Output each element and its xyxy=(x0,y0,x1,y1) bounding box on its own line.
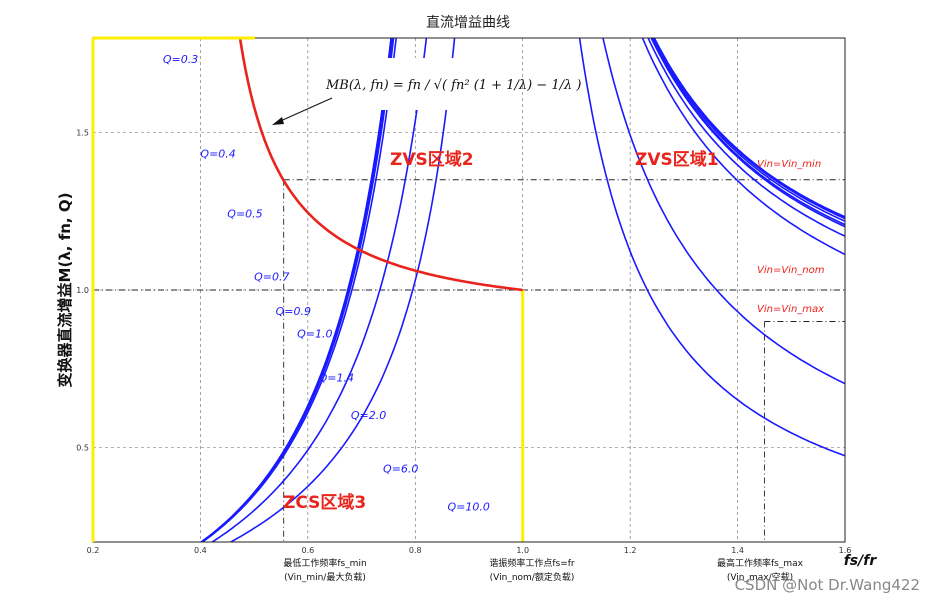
x-axis-label: fs/fr xyxy=(844,553,878,569)
vin-nom-label: Vin=Vin_nom xyxy=(757,265,825,276)
curve-label: Q=1.4 xyxy=(319,371,354,384)
x-tick-label: 0.2 xyxy=(87,546,100,555)
x-tick-label: 0.6 xyxy=(301,546,314,555)
vin-max-label: Vin=Vin_max xyxy=(757,304,824,315)
tick-labels: 0.2 0.4 0.6 0.8 1.0 1.2 1.4 1.6 0.5 1.0 1.5 xyxy=(76,129,851,556)
freq-note-max: 最高工作频率fs_max (Vin_max/空载) xyxy=(717,557,804,583)
x-tick-label: 1.6 xyxy=(839,546,852,555)
freq-note-min: 最低工作频率fs_min (Vin_min/最大负载) xyxy=(283,557,366,583)
curve-label: Q=0.3 xyxy=(163,53,198,66)
curve-label: Q=10.0 xyxy=(448,501,490,514)
gain-curve xyxy=(210,38,845,542)
gain-curves xyxy=(199,38,845,542)
x-tick-label: 0.4 xyxy=(194,546,207,555)
freq-note-res-line1: 谐振频率工作点fs=fr xyxy=(489,557,575,569)
gain-curve xyxy=(229,38,845,542)
freq-note-min-line1: 最低工作频率fs_min xyxy=(283,557,366,569)
x-tick-label: 1.0 xyxy=(516,546,529,555)
x-tick-label: 0.8 xyxy=(409,546,422,555)
region-zvs1: ZVS区域1 xyxy=(635,149,719,170)
freq-note-res-line2: (Vin_nom/额定负载) xyxy=(490,571,575,583)
watermark: CSDN @Not Dr.Wang422 xyxy=(735,576,920,594)
curve-label: Q=2.0 xyxy=(351,409,386,422)
curve-label: Q=1.0 xyxy=(297,327,332,340)
curve-labels: Q=0.3 Q=0.4 Q=0.5 Q=0.7 Q=0.9 Q=1.0 Q=1.4 Q=2.0… xyxy=(163,53,490,513)
x-tick-label: 1.4 xyxy=(731,546,744,555)
freq-note-max-line2: (Vin_max/空载) xyxy=(727,571,793,583)
vin-min-label: Vin=Vin_min xyxy=(757,159,821,170)
curve-label: Q=0.9 xyxy=(276,305,311,318)
region-zvs2: ZVS区域2 xyxy=(390,149,474,170)
curve-label: Q=0.4 xyxy=(200,148,235,161)
freq-note-min-line2: (Vin_min/最大负载) xyxy=(284,571,366,583)
formula-text: MB(λ, fn) = fn / √( fn² (1 + 1/λ) − 1/λ … xyxy=(325,78,581,93)
y-tick-label: 1.0 xyxy=(76,286,89,295)
y-tick-label: 0.5 xyxy=(76,444,89,453)
boundary-curve-group xyxy=(238,38,523,292)
y-axis-label: 变换器直流增益M(λ, fn, Q) xyxy=(56,193,74,388)
gain-curve xyxy=(201,38,845,542)
curve-label: Q=6.0 xyxy=(383,463,418,476)
freq-note-res: 谐振频率工作点fs=fr (Vin_nom/额定负载) xyxy=(489,557,575,583)
boundary-curve xyxy=(238,38,523,292)
curve-label: Q=0.5 xyxy=(227,208,262,221)
y-tick-label: 1.5 xyxy=(76,129,89,138)
curve-label: Q=0.7 xyxy=(254,271,289,284)
plot-area: 0.2 0.4 0.6 0.8 1.0 1.2 1.4 1.60.51.01.5 Q=0.3Q… xyxy=(76,36,851,556)
region-zcs3: ZCS区域3 xyxy=(283,492,366,513)
chart-title: 直流增益曲线 xyxy=(426,14,510,31)
formula-arrow-line xyxy=(275,97,333,124)
formula-annotation: MB(λ, fn) = fn / √( fn² (1 + 1/λ) − 1/λ … xyxy=(272,58,581,125)
x-tick-label: 1.2 xyxy=(624,546,637,555)
formula-box xyxy=(320,58,500,110)
freq-note-max-line1: 最高工作频率fs_max xyxy=(717,557,804,569)
formula-arrow-head xyxy=(272,117,284,125)
